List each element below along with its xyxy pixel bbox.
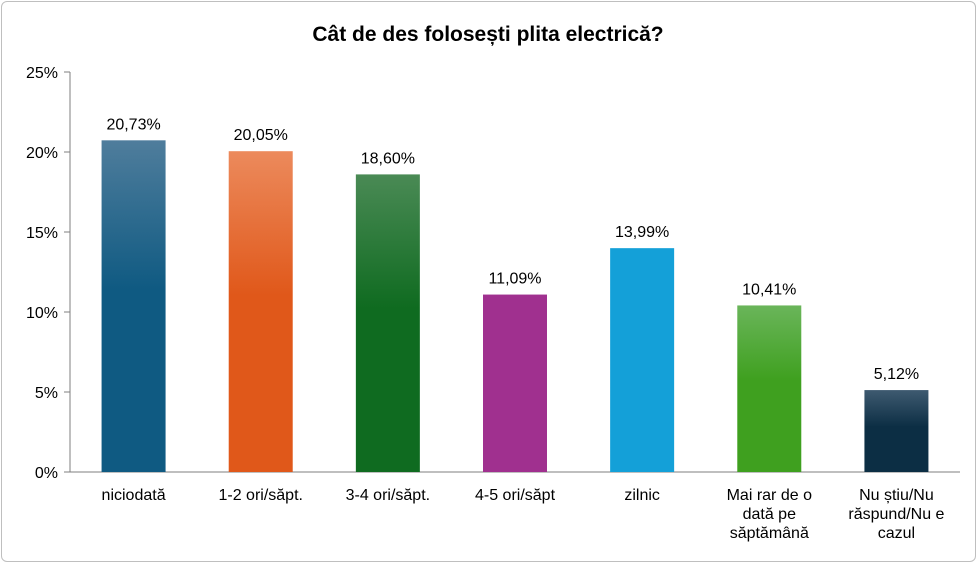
- data-label: 20,73%: [106, 116, 160, 133]
- y-tick-label: 25%: [26, 65, 58, 82]
- bars: [101, 140, 929, 472]
- data-label: 20,05%: [234, 127, 288, 144]
- x-tick-label: zilnic: [624, 487, 660, 504]
- bar: [101, 140, 166, 472]
- y-axis: 0% 5% 10% 15% 20% 25%: [26, 65, 71, 482]
- x-tick-label: Nu știu/Nu răspund/Nu e cazul: [848, 487, 944, 542]
- bar: [355, 174, 420, 472]
- y-tick-label: 5%: [35, 385, 58, 402]
- y-tick-label: 15%: [26, 225, 58, 242]
- bar: [228, 151, 293, 472]
- bar: [483, 294, 547, 472]
- y-tick-label: 20%: [26, 145, 58, 162]
- category-labels: niciodată 1-2 ori/săpt. 3-4 ori/săpt. 4-5 o…: [102, 487, 945, 542]
- x-tick-label: niciodată: [102, 487, 166, 504]
- chart-title: Cât de des folosești plita electrică?: [312, 23, 663, 46]
- x-tick-label: 3-4 ori/săpt.: [346, 487, 430, 504]
- data-label: 10,41%: [742, 281, 796, 298]
- bar: [737, 305, 802, 472]
- y-tick-label: 10%: [26, 305, 58, 322]
- x-tick-label: 4-5 ori/săpt: [475, 487, 556, 504]
- bar: [610, 248, 675, 472]
- bar: [864, 390, 929, 472]
- data-label: 11,09%: [488, 271, 541, 288]
- data-labels: 20,73% 20,05% 18,60% 11,09% 13,99% 10,41% 5,12…: [106, 116, 919, 383]
- data-label: 5,12%: [874, 366, 919, 383]
- y-tick-label: 0%: [35, 465, 58, 482]
- data-label: 13,99%: [615, 224, 669, 241]
- x-tick-label: Mai rar de o dată pe săptămână: [727, 487, 812, 542]
- x-tick-label: 1-2 ori/săpt.: [218, 487, 302, 504]
- data-label: 18,60%: [361, 150, 415, 167]
